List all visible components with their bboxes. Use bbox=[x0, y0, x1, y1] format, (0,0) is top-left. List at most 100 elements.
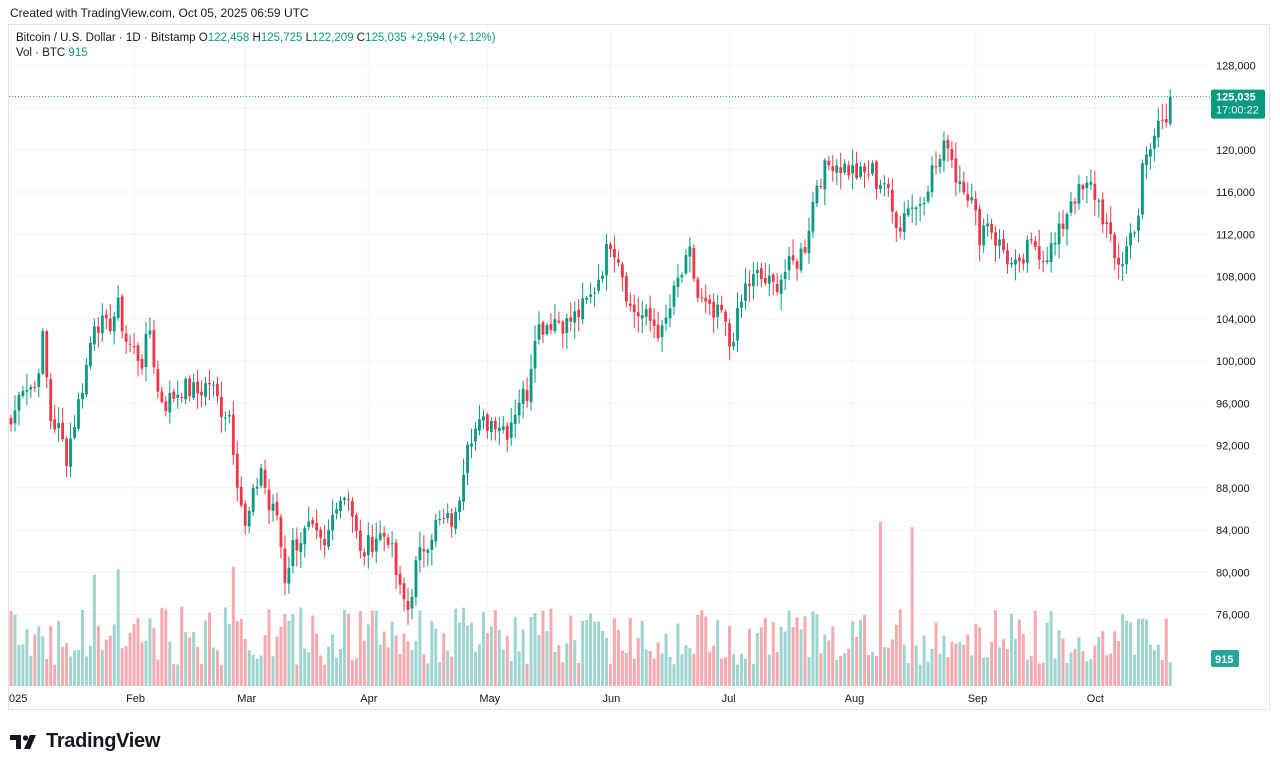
volume-bar bbox=[287, 620, 291, 686]
candle-body bbox=[1085, 182, 1089, 189]
volume-bar bbox=[799, 629, 803, 686]
volume-bar bbox=[1077, 637, 1081, 686]
volume-bar bbox=[434, 628, 438, 686]
y-tick-label: 116,000 bbox=[1216, 187, 1255, 199]
candle-body bbox=[724, 311, 727, 322]
volume-bar bbox=[581, 620, 585, 686]
volume-bar bbox=[108, 635, 112, 686]
y-tick-label: 112,000 bbox=[1216, 229, 1255, 241]
volume-bar bbox=[720, 658, 724, 686]
candle-body bbox=[775, 283, 779, 293]
candle-body bbox=[660, 325, 664, 337]
volume-bar bbox=[497, 629, 501, 686]
volume-bar bbox=[323, 664, 327, 686]
candle-body bbox=[799, 248, 803, 271]
close-value: 125,035 bbox=[365, 32, 407, 44]
candle-body bbox=[1041, 261, 1045, 263]
candle-body bbox=[517, 402, 521, 416]
candle-body bbox=[1061, 223, 1065, 229]
volume-row: Vol · BTC 915 bbox=[16, 46, 496, 61]
candle-body bbox=[934, 166, 938, 168]
candle-body bbox=[128, 343, 132, 345]
volume-bar bbox=[327, 646, 331, 686]
high-value: 125,725 bbox=[260, 32, 303, 44]
volume-bar bbox=[223, 607, 227, 686]
candle-body bbox=[652, 319, 656, 326]
candle-body bbox=[950, 149, 954, 160]
candle-body bbox=[92, 326, 96, 345]
candle-body bbox=[180, 396, 184, 398]
volume-bar bbox=[597, 621, 601, 686]
candle-body bbox=[188, 378, 192, 397]
candle-body bbox=[358, 530, 362, 551]
volume-bar bbox=[612, 618, 616, 686]
x-tick-label: Mar bbox=[237, 693, 256, 705]
volume-bar bbox=[684, 644, 688, 686]
volume-bar bbox=[410, 649, 414, 686]
volume-bar bbox=[974, 623, 978, 686]
candle-body bbox=[247, 510, 251, 527]
volume-bar bbox=[716, 620, 720, 686]
candle-body bbox=[791, 255, 795, 261]
volume-bar bbox=[1033, 611, 1037, 686]
candle-body bbox=[1045, 260, 1049, 262]
symbol-title[interactable]: Bitcoin / U.S. Dollar · 1D · Bitstamp bbox=[16, 32, 196, 44]
candle-body bbox=[914, 207, 918, 210]
candle-body bbox=[521, 388, 525, 404]
candle-body bbox=[807, 230, 811, 254]
volume-bar bbox=[537, 635, 541, 686]
volume-bar bbox=[188, 637, 192, 686]
volume-bar bbox=[708, 651, 712, 686]
volume-bar bbox=[17, 644, 21, 686]
candle-body bbox=[482, 416, 485, 421]
close-label: C bbox=[356, 32, 366, 44]
volume-bar bbox=[966, 634, 970, 686]
candle-body bbox=[303, 527, 307, 545]
candle-body bbox=[470, 443, 473, 447]
candle-body bbox=[700, 297, 704, 299]
volume-bar bbox=[632, 658, 636, 686]
candle-body bbox=[577, 309, 581, 318]
candle-body bbox=[239, 486, 243, 506]
candle-body bbox=[922, 202, 926, 205]
volume-bar bbox=[184, 631, 188, 686]
volume-bar bbox=[69, 656, 73, 686]
candle-body bbox=[1049, 243, 1053, 262]
volume-bar bbox=[644, 649, 648, 686]
candle-body bbox=[263, 469, 267, 488]
candle-body bbox=[271, 503, 275, 511]
candle-body bbox=[966, 193, 970, 201]
candle-body bbox=[160, 391, 164, 402]
volume-bar bbox=[946, 657, 950, 686]
candle-body bbox=[100, 315, 104, 334]
candle-body bbox=[906, 208, 910, 216]
candle-body bbox=[112, 316, 116, 332]
created-with-text: Created with TradingView.com, Oct 05, 20… bbox=[10, 6, 309, 20]
candle-body bbox=[617, 259, 620, 263]
candle-body bbox=[740, 301, 743, 308]
volume-bar bbox=[807, 656, 811, 686]
candle-body bbox=[759, 268, 763, 280]
volume-label[interactable]: Vol · BTC bbox=[16, 47, 66, 59]
volume-bar bbox=[342, 609, 346, 686]
volume-bar bbox=[910, 527, 914, 686]
volume-bar bbox=[116, 569, 120, 686]
candle-body bbox=[620, 264, 624, 278]
candle-body bbox=[347, 498, 350, 500]
candle-body bbox=[942, 140, 946, 161]
volume-bar bbox=[751, 663, 755, 686]
volume-bar bbox=[1021, 633, 1025, 686]
candle-body bbox=[593, 292, 596, 294]
candle-body bbox=[89, 342, 92, 367]
candle-body bbox=[17, 394, 21, 411]
volume-bar bbox=[1164, 618, 1168, 686]
candle-body bbox=[390, 543, 394, 545]
volume-bar bbox=[859, 619, 863, 686]
candle-body bbox=[795, 261, 799, 269]
candle-body bbox=[37, 373, 41, 387]
volume-bar bbox=[49, 625, 53, 686]
volume-bar bbox=[851, 621, 855, 686]
volume-bar bbox=[140, 642, 144, 686]
candle-body bbox=[362, 552, 366, 557]
